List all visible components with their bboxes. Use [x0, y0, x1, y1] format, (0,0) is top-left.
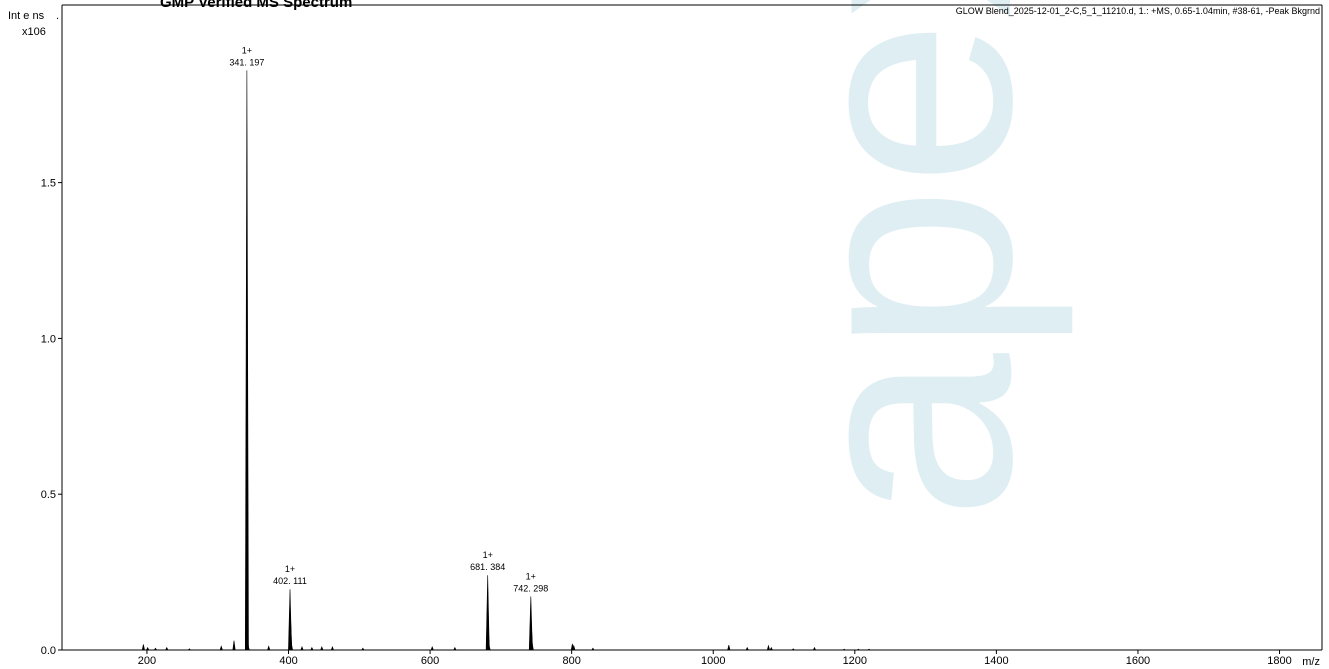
spectrum-peak: [727, 644, 731, 651]
spectrum-peak: [310, 646, 314, 651]
y-ticks: 0.0 0.5 1.0 1.5: [41, 178, 62, 657]
y-axis-scale: x106: [22, 26, 46, 38]
spectrum-peak: [330, 646, 335, 651]
peak-mz-label: 402. 111: [273, 576, 307, 586]
peak-mz-label: 341. 197: [229, 57, 264, 67]
spectrum-peak: [591, 647, 595, 651]
y-tick-label: 0.0: [41, 645, 56, 657]
spectrum-peak: [842, 648, 847, 651]
spectrum-peak: [530, 643, 534, 651]
spectrum-peak: [769, 646, 773, 651]
watermark-text: apex: [738, 0, 1076, 520]
peak-charge-label: 1+: [242, 45, 252, 55]
spectrum-peak: [856, 648, 861, 651]
x-tick-label: 1200: [843, 655, 867, 667]
spectrum-peak: [267, 645, 271, 651]
y-tick-label: 0.5: [41, 489, 56, 501]
spectrum-peak: [430, 646, 434, 651]
spectrum-peak: [487, 645, 491, 651]
peak-annotations: 1+ 341. 197 1+ 402. 111 1+ 681. 384 1+ 742. 298: [229, 45, 548, 593]
spectrum-peak: [244, 70, 249, 651]
x-axis-label: m/z: [1302, 656, 1320, 668]
spectrum-peak: [246, 646, 250, 651]
spectrum-peak: [866, 648, 872, 651]
spectrum-peak: [791, 648, 796, 651]
y-axis-dot: .: [56, 10, 59, 22]
x-tick-label: 800: [562, 655, 580, 667]
spectrum-peak: [572, 644, 576, 651]
spectrum-peak: [145, 646, 150, 651]
x-tick-label: 1000: [701, 655, 725, 667]
spectrum-peak: [453, 646, 457, 651]
y-axis-label: Int e ns: [8, 10, 45, 22]
spectrum-peak: [745, 646, 749, 651]
spectrum-peak: [219, 645, 223, 651]
x-ticks: 200 400 600 800 1000 1200 1400 1600 1800: [138, 650, 1292, 667]
x-tick-label: 1400: [984, 655, 1008, 667]
x-tick-label: 200: [138, 655, 156, 667]
x-tick-label: 1800: [1267, 655, 1291, 667]
peak-charge-label: 1+: [526, 571, 536, 581]
spectrum-peak: [812, 646, 817, 651]
spectrum-peak: [320, 646, 324, 651]
plot-frame: [61, 4, 1323, 651]
spectrum-peak: [165, 646, 169, 651]
spectrum-peak: [232, 640, 236, 651]
spectrum-peak: [141, 644, 145, 651]
x-tick-label: 600: [421, 655, 439, 667]
y-tick-label: 1.0: [41, 333, 56, 345]
peak-mz-label: 681. 384: [470, 562, 505, 572]
x-tick-label: 400: [279, 655, 297, 667]
peaks: [141, 70, 872, 651]
spectrum-peak: [187, 648, 192, 651]
spectrum-peak: [153, 647, 158, 651]
peak-charge-label: 1+: [285, 564, 295, 574]
y-tick-label: 1.5: [41, 178, 56, 190]
spectrum-peak: [300, 646, 304, 651]
acquisition-info: GLOW Blend_2025-12-01_2-C,5_1_11210.d, 1…: [956, 6, 1320, 16]
spectrum-peak: [766, 644, 771, 651]
x-tick-label: 1600: [1126, 655, 1150, 667]
watermark: apex: [738, 0, 1076, 520]
peak-mz-label: 742. 298: [513, 583, 548, 593]
spectrum-peak: [289, 643, 293, 651]
spectrum-peak: [361, 647, 365, 651]
peak-charge-label: 1+: [483, 550, 493, 560]
